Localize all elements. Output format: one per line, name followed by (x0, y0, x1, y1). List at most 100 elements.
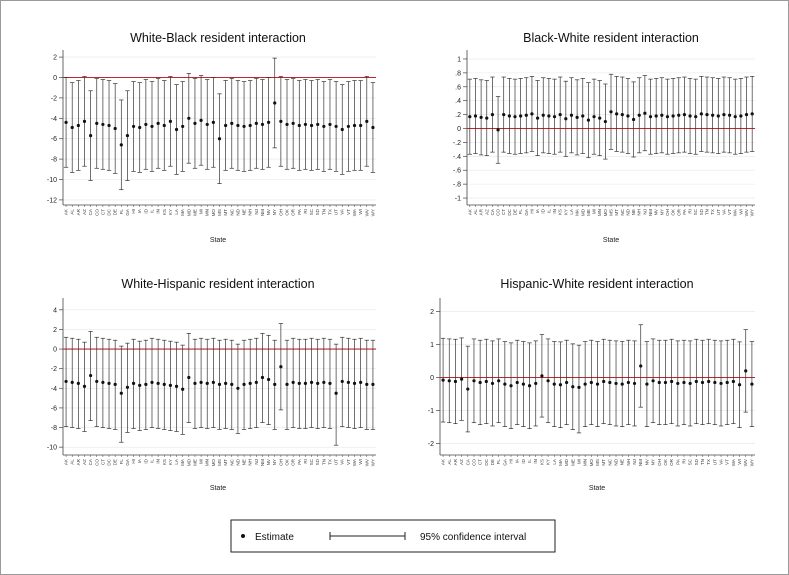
estimate-point (497, 379, 501, 383)
y-tick-label: 1 (430, 342, 434, 349)
estimate-point (639, 364, 643, 368)
estimate-point (187, 375, 191, 380)
x-axis-label: State (603, 237, 619, 244)
x-tick-label: DE (513, 209, 518, 215)
estimate-point (490, 381, 495, 386)
y-tick-label: -6 (51, 405, 57, 412)
x-tick-label: OH (657, 459, 662, 466)
estimate-point (260, 122, 265, 127)
y-tick-label: 4 (53, 307, 57, 314)
x-tick-label: SD (315, 458, 320, 465)
estimate-point (503, 382, 507, 386)
estimate-point (174, 127, 179, 132)
x-tick-label: LA (552, 458, 557, 465)
x-tick-label: MI (592, 209, 597, 214)
x-tick-label: AL (70, 209, 75, 215)
estimate-point (558, 383, 563, 387)
x-tick-label: CT (100, 209, 105, 215)
estimate-point (309, 123, 314, 128)
x-tick-label: MI (576, 459, 581, 464)
x-tick-label: NC (620, 208, 625, 215)
estimate-point (217, 382, 222, 386)
estimate-point (660, 113, 664, 117)
x-tick-label: NV (266, 208, 271, 215)
x-tick-label: CO (471, 459, 476, 466)
x-tick-label: TN (321, 459, 326, 465)
estimate-point (70, 125, 74, 130)
estimate-point (637, 113, 641, 117)
estimate-point (688, 114, 692, 118)
estimate-point (340, 379, 344, 384)
x-axis-label: State (210, 237, 226, 244)
x-tick-label: MO (589, 459, 594, 467)
panel-white-hispanic: White-Hispanic resident interaction Stat… (47, 277, 376, 492)
panel-title: Black-White resident interaction (523, 31, 699, 45)
estimate-point (168, 119, 173, 123)
estimate-point (569, 113, 574, 117)
y-tick-label: -10 (47, 445, 57, 452)
x-tick-label: PA (682, 208, 687, 215)
x-tick-label: RI (681, 459, 686, 464)
estimate-point (589, 380, 593, 385)
x-tick-label: OK (285, 458, 290, 466)
estimate-point (211, 120, 215, 124)
estimate-point (558, 112, 562, 117)
y-tick-label: 1 (457, 56, 461, 63)
y-tick-label: -8 (51, 425, 57, 432)
estimate-point (651, 379, 655, 383)
x-tick-label: AK (467, 208, 472, 215)
x-tick-label: PA (297, 208, 302, 215)
x-tick-label: LA (569, 208, 574, 215)
x-tick-label: WI (358, 209, 363, 215)
x-tick-label: IN (156, 459, 161, 464)
estimate-point (95, 121, 99, 125)
x-tick-label: ME (570, 459, 575, 466)
x-tick-label: OR (676, 208, 681, 216)
estimate-point (535, 116, 540, 120)
estimate-point (242, 124, 246, 129)
x-tick-label: DE (113, 459, 118, 465)
x-tick-label: OK (663, 458, 668, 466)
x-tick-label: UT (716, 209, 721, 215)
x-tick-label: IN (156, 209, 161, 214)
x-tick-label: VA (340, 208, 345, 215)
x-tick-label: OH (665, 209, 670, 216)
x-tick-label: MA (180, 458, 185, 466)
x-tick-label: FL (496, 459, 501, 465)
estimate-point (125, 385, 130, 389)
estimate-point (316, 381, 320, 385)
estimate-point (665, 115, 670, 119)
estimate-point (694, 379, 698, 384)
x-tick-label: ND (625, 208, 630, 215)
estimate-point (583, 382, 587, 386)
estimate-point (285, 382, 289, 386)
x-tick-label: MS (217, 459, 222, 466)
estimate-point (716, 114, 720, 118)
y-tick-label: -4 (51, 386, 57, 393)
x-tick-label: TN (321, 209, 326, 215)
estimate-point (156, 121, 160, 125)
legend-estimate-label: Estimate (255, 532, 294, 543)
estimate-point (676, 381, 680, 386)
estimate-point (322, 124, 326, 129)
estimate-point (322, 380, 326, 385)
estimate-point (266, 120, 271, 124)
x-tick-label: SD (694, 458, 699, 465)
estimate-point (519, 114, 523, 118)
estimate-point (193, 121, 197, 125)
estimate-point (125, 134, 130, 138)
x-tick-label: ID (541, 208, 546, 213)
estimate-point (466, 387, 470, 391)
panel-white-black: White-Black resident interaction State 2… (47, 31, 376, 244)
estimate-point (82, 119, 87, 123)
estimate-point (468, 115, 472, 119)
x-tick-label: GA (125, 458, 130, 466)
estimate-point (750, 112, 754, 116)
estimate-point (592, 115, 596, 119)
x-tick-label: TX (706, 459, 711, 465)
legend-ci-label: 95% confidence interval (420, 532, 526, 543)
estimate-point (711, 113, 715, 117)
x-tick-label: UT (334, 209, 339, 215)
x-tick-label: AZ (82, 459, 87, 465)
x-tick-label: MO (211, 209, 216, 217)
